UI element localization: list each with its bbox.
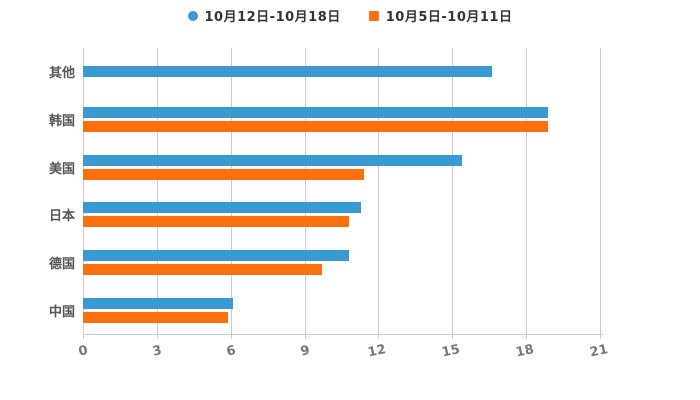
axis-tick [83,334,84,339]
bar-row-other [83,48,600,96]
y-axis-label-japan: 日本 [48,209,75,225]
bar-row-japan [83,191,600,239]
y-axis-label-usa: 美国 [48,161,75,177]
y-axis-label-china: 中国 [48,304,75,320]
x-tick-label: 21 [588,342,610,361]
bar-rows [83,48,600,334]
bar-week2-korea[interactable] [83,107,549,118]
x-tick-label: 6 [224,343,237,360]
axis-tick [526,334,528,339]
x-tick-label: 18 [514,342,536,361]
gridline [600,48,601,334]
bar-week1-korea[interactable] [83,121,549,132]
x-tick-label: 0 [77,343,90,360]
bar-week2-other[interactable] [83,66,492,78]
bar-row-usa [83,143,600,191]
axis-tick [230,334,232,339]
x-tick-label: 12 [366,342,388,361]
legend-item-week2[interactable]: 10月12日-10月18日 [187,6,341,25]
x-axis-line [83,334,603,335]
axis-tick [156,334,158,339]
y-axis-label-korea: 韩国 [48,114,75,129]
gridline [526,48,528,334]
axis-tick [452,334,454,339]
gridline [304,48,306,334]
legend-square-marker-icon [368,10,379,21]
axis-tick [378,334,380,339]
legend: 10月12日-10月18日 10月5日-10月11日 [0,6,700,25]
gridline [83,48,84,334]
legend-label: 10月5日-10月11日 [385,10,513,25]
bar-week1-usa[interactable] [83,168,364,180]
bar-row-germany [83,239,600,287]
bar-week2-japan[interactable] [83,202,362,214]
gridline [378,48,380,334]
legend-circle-marker-icon [187,10,198,21]
legend-label: 10月12日-10月18日 [204,10,341,25]
axis-tick [304,334,306,339]
plot-area: 0 3 6 9 12 15 18 21 [77,48,609,361]
bar-week2-usa[interactable] [83,154,463,166]
bar-week1-germany[interactable] [83,264,322,276]
gridline [156,48,158,334]
bar-week2-china[interactable] [83,297,234,309]
axis-tick [600,334,601,339]
x-tick-label: 3 [151,343,164,360]
y-axis-label-germany: 德国 [48,257,75,273]
x-tick-label: 9 [298,343,311,360]
bar-row-china [83,286,600,334]
bar-week1-japan[interactable] [83,216,349,228]
bar-week2-germany[interactable] [83,250,349,262]
bar-week1-china[interactable] [83,311,229,323]
y-axis-label-other: 其他 [48,66,75,82]
bar-row-korea [83,96,600,144]
legend-item-week1[interactable]: 10月5日-10月11日 [368,6,513,25]
gridline [230,48,232,334]
x-tick-label: 15 [440,342,462,361]
gridline [452,48,454,334]
y-axis-labels: 其他 韩国 美国 日本 德国 中国 [0,48,75,334]
